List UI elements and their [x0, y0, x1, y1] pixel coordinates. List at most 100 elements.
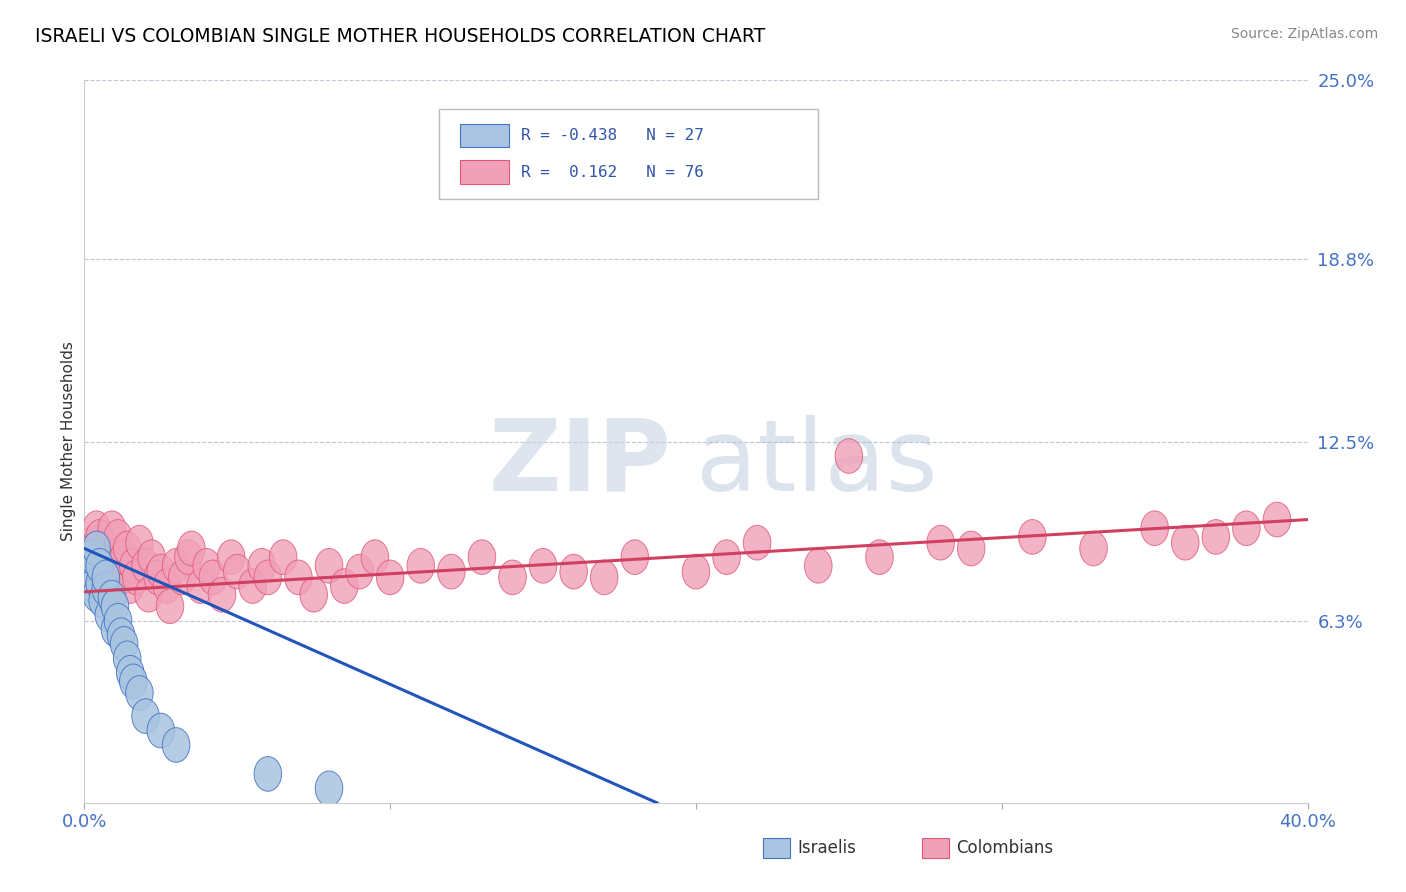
Ellipse shape [346, 554, 374, 589]
Ellipse shape [77, 560, 104, 595]
Ellipse shape [91, 572, 120, 607]
Ellipse shape [835, 439, 863, 474]
Ellipse shape [77, 546, 104, 581]
FancyBboxPatch shape [439, 109, 818, 200]
FancyBboxPatch shape [922, 838, 949, 858]
Ellipse shape [83, 531, 110, 566]
Ellipse shape [591, 560, 619, 595]
Text: ISRAELI VS COLOMBIAN SINGLE MOTHER HOUSEHOLDS CORRELATION CHART: ISRAELI VS COLOMBIAN SINGLE MOTHER HOUSE… [35, 27, 765, 45]
Ellipse shape [315, 549, 343, 583]
Ellipse shape [117, 569, 143, 603]
Ellipse shape [125, 525, 153, 560]
Ellipse shape [377, 560, 404, 595]
Ellipse shape [83, 549, 110, 583]
Ellipse shape [239, 569, 266, 603]
Ellipse shape [560, 554, 588, 589]
Ellipse shape [86, 519, 114, 554]
Ellipse shape [713, 540, 741, 574]
Ellipse shape [682, 554, 710, 589]
Ellipse shape [437, 554, 465, 589]
Ellipse shape [73, 549, 101, 583]
Ellipse shape [254, 756, 281, 791]
Ellipse shape [200, 560, 226, 595]
Ellipse shape [86, 554, 114, 589]
Ellipse shape [110, 626, 138, 661]
Ellipse shape [117, 656, 143, 690]
Ellipse shape [499, 560, 526, 595]
Ellipse shape [104, 603, 132, 638]
Ellipse shape [1080, 531, 1108, 566]
Ellipse shape [114, 531, 141, 566]
Ellipse shape [957, 531, 986, 566]
Ellipse shape [148, 714, 174, 747]
Ellipse shape [114, 641, 141, 675]
Ellipse shape [135, 577, 162, 612]
Ellipse shape [1233, 511, 1260, 546]
Ellipse shape [299, 577, 328, 612]
Ellipse shape [73, 554, 101, 589]
Ellipse shape [682, 150, 710, 185]
Ellipse shape [101, 540, 129, 574]
Text: Colombians: Colombians [956, 839, 1053, 857]
Ellipse shape [132, 549, 159, 583]
Text: Israelis: Israelis [797, 839, 856, 857]
Ellipse shape [284, 560, 312, 595]
Ellipse shape [804, 549, 832, 583]
Text: R = -0.438   N = 27: R = -0.438 N = 27 [522, 128, 704, 144]
Ellipse shape [468, 540, 496, 574]
Ellipse shape [174, 540, 202, 574]
Ellipse shape [122, 560, 150, 595]
Ellipse shape [143, 560, 172, 595]
Ellipse shape [89, 569, 117, 603]
Ellipse shape [120, 549, 148, 583]
Ellipse shape [98, 581, 125, 615]
Ellipse shape [177, 531, 205, 566]
Ellipse shape [187, 569, 214, 603]
Ellipse shape [315, 771, 343, 805]
Ellipse shape [529, 549, 557, 583]
Ellipse shape [132, 698, 159, 733]
Ellipse shape [80, 569, 107, 603]
Ellipse shape [169, 560, 195, 595]
Ellipse shape [107, 618, 135, 653]
Ellipse shape [927, 525, 955, 560]
Ellipse shape [89, 537, 117, 572]
Ellipse shape [83, 511, 110, 546]
Ellipse shape [80, 540, 107, 574]
Ellipse shape [621, 540, 648, 574]
Ellipse shape [91, 577, 120, 612]
FancyBboxPatch shape [763, 838, 790, 858]
Ellipse shape [1263, 502, 1291, 537]
Ellipse shape [406, 549, 434, 583]
Ellipse shape [1171, 525, 1199, 560]
Ellipse shape [193, 549, 221, 583]
Text: ZIP: ZIP [489, 415, 672, 512]
Ellipse shape [330, 569, 359, 603]
Ellipse shape [138, 540, 166, 574]
Ellipse shape [80, 525, 107, 560]
Ellipse shape [247, 549, 276, 583]
Text: Source: ZipAtlas.com: Source: ZipAtlas.com [1230, 27, 1378, 41]
Ellipse shape [744, 525, 770, 560]
Ellipse shape [125, 675, 153, 710]
Ellipse shape [153, 569, 181, 603]
Ellipse shape [96, 554, 122, 589]
Ellipse shape [866, 540, 893, 574]
Ellipse shape [361, 540, 388, 574]
Ellipse shape [107, 560, 135, 595]
Ellipse shape [91, 531, 120, 566]
Ellipse shape [208, 577, 236, 612]
Ellipse shape [80, 540, 107, 574]
Text: R =  0.162   N = 76: R = 0.162 N = 76 [522, 164, 704, 179]
Ellipse shape [218, 540, 245, 574]
Ellipse shape [86, 566, 114, 600]
Ellipse shape [1140, 511, 1168, 546]
Ellipse shape [104, 519, 132, 554]
FancyBboxPatch shape [460, 124, 509, 147]
Ellipse shape [98, 511, 125, 546]
Ellipse shape [101, 612, 129, 647]
Ellipse shape [91, 560, 120, 595]
Ellipse shape [89, 583, 117, 618]
Ellipse shape [156, 589, 184, 624]
Ellipse shape [120, 664, 148, 698]
